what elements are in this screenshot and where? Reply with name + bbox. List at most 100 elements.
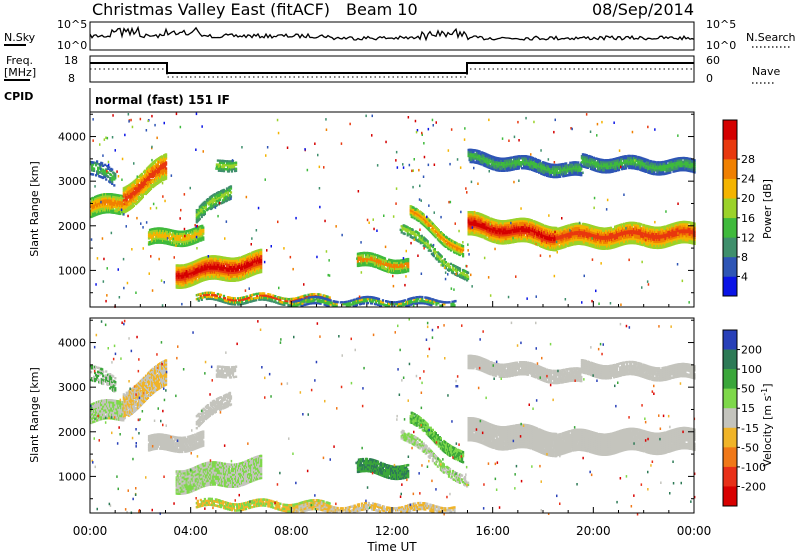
heatmap-cell bbox=[456, 268, 460, 271]
heatmap-cell bbox=[481, 236, 484, 239]
heatmap-cell bbox=[274, 299, 277, 302]
heatmap-cell bbox=[413, 296, 416, 299]
heatmap-cell bbox=[428, 246, 431, 249]
heatmap-cell bbox=[436, 299, 439, 303]
heatmap-cell bbox=[102, 168, 105, 171]
heatmap-cell bbox=[177, 234, 180, 237]
heatmap-cell bbox=[165, 169, 168, 172]
heatmap-cell bbox=[230, 166, 234, 169]
heatmap-cell bbox=[260, 298, 263, 301]
heatmap-cell bbox=[362, 302, 365, 305]
heatmap-cell bbox=[250, 260, 253, 263]
heatmap-cell bbox=[413, 215, 416, 218]
heatmap-cell bbox=[363, 251, 366, 255]
heatmap-cell bbox=[408, 227, 411, 230]
heatmap-cell bbox=[225, 199, 229, 202]
heatmap-cell bbox=[424, 300, 427, 303]
heatmap-cell bbox=[432, 254, 435, 258]
heatmap-cell bbox=[152, 233, 156, 237]
heatmap-cell bbox=[194, 231, 197, 234]
heatmap-cell bbox=[95, 164, 98, 167]
heatmap-cell bbox=[217, 197, 220, 200]
heatmap-cell bbox=[210, 291, 213, 295]
heatmap-cell bbox=[202, 228, 205, 231]
heatmap-cell bbox=[402, 301, 405, 305]
heatmap-cell bbox=[246, 295, 249, 298]
heatmap-cell bbox=[377, 258, 381, 262]
heatmap-cell bbox=[407, 267, 410, 271]
heatmap-cell bbox=[400, 267, 403, 270]
heatmap-cell bbox=[412, 302, 415, 306]
heatmap-cell bbox=[165, 155, 168, 158]
heatmap-cell bbox=[154, 163, 158, 166]
heatmap-cell bbox=[194, 262, 197, 265]
heatmap-cell bbox=[104, 203, 107, 206]
heatmap-cell bbox=[205, 257, 208, 261]
heatmap-cell bbox=[396, 303, 399, 306]
heatmap-cell bbox=[224, 301, 228, 304]
heatmap-cell bbox=[226, 190, 230, 194]
heatmap-cell bbox=[246, 271, 249, 275]
heatmap-cell bbox=[165, 175, 168, 178]
heatmap-cell bbox=[198, 235, 201, 239]
heatmap-cell bbox=[202, 272, 205, 276]
heatmap-cell bbox=[201, 292, 204, 295]
heatmap-cell bbox=[200, 298, 203, 301]
heatmap-cell bbox=[447, 247, 451, 251]
heatmap-cell bbox=[214, 298, 217, 301]
heatmap-cell bbox=[328, 296, 331, 299]
heatmap-cell bbox=[426, 244, 429, 247]
heatmap-cell bbox=[217, 169, 220, 172]
heatmap-cell bbox=[549, 242, 552, 245]
heatmap-cell bbox=[426, 240, 429, 243]
heatmap-cell bbox=[379, 304, 383, 307]
heatmap-cell bbox=[283, 301, 286, 304]
heatmap-cell bbox=[108, 211, 111, 214]
heatmap-cell bbox=[416, 209, 419, 212]
heatmap-cell bbox=[335, 304, 338, 308]
heatmap-cell bbox=[153, 168, 157, 171]
heatmap-cell bbox=[260, 262, 263, 266]
heatmap-cell bbox=[212, 291, 215, 295]
heatmap-cell bbox=[186, 269, 189, 272]
heatmap-cell bbox=[395, 263, 398, 267]
heatmap-cell bbox=[368, 262, 371, 265]
heatmap-cell bbox=[111, 182, 114, 185]
heatmap-cell bbox=[431, 300, 434, 303]
heatmap-cell bbox=[461, 250, 464, 253]
heatmap-cell bbox=[387, 300, 390, 303]
heatmap-cell bbox=[292, 300, 295, 304]
heatmap-cell bbox=[228, 160, 232, 163]
heatmap-cell bbox=[319, 293, 322, 296]
heatmap-cell bbox=[457, 247, 461, 250]
heatmap-cell bbox=[365, 299, 368, 303]
heatmap-cell bbox=[140, 172, 143, 176]
heatmap-cell bbox=[218, 198, 222, 201]
heatmap-cell bbox=[112, 207, 115, 210]
heatmap-cell bbox=[406, 232, 409, 235]
heatmap-cell bbox=[202, 262, 205, 266]
heatmap-cell bbox=[246, 299, 249, 302]
heatmap-cell bbox=[228, 197, 232, 201]
heatmap-cell bbox=[403, 266, 406, 270]
heatmap-cell bbox=[400, 229, 403, 232]
heatmap-cell bbox=[444, 245, 447, 248]
heatmap-cell bbox=[156, 169, 160, 173]
heatmap-cell bbox=[219, 196, 223, 199]
heatmap-cell bbox=[297, 301, 300, 304]
heatmap-cell bbox=[387, 264, 390, 267]
heatmap-cell bbox=[401, 269, 404, 272]
heatmap-cell bbox=[352, 302, 355, 306]
heatmap-cell bbox=[312, 299, 315, 303]
heatmap-cell bbox=[92, 173, 95, 176]
cpid-value: normal (fast) 151 IF bbox=[95, 93, 230, 107]
heatmap-cell bbox=[180, 284, 183, 287]
heatmap-cell bbox=[276, 297, 279, 301]
heatmap-cell bbox=[156, 159, 160, 163]
heatmap-cell bbox=[105, 172, 108, 175]
heatmap-cell bbox=[160, 163, 163, 167]
heatmap-cell bbox=[195, 229, 198, 232]
nsearch-label: N.Search bbox=[746, 31, 796, 44]
heatmap-cell bbox=[99, 171, 102, 174]
heatmap-cell bbox=[543, 242, 546, 245]
